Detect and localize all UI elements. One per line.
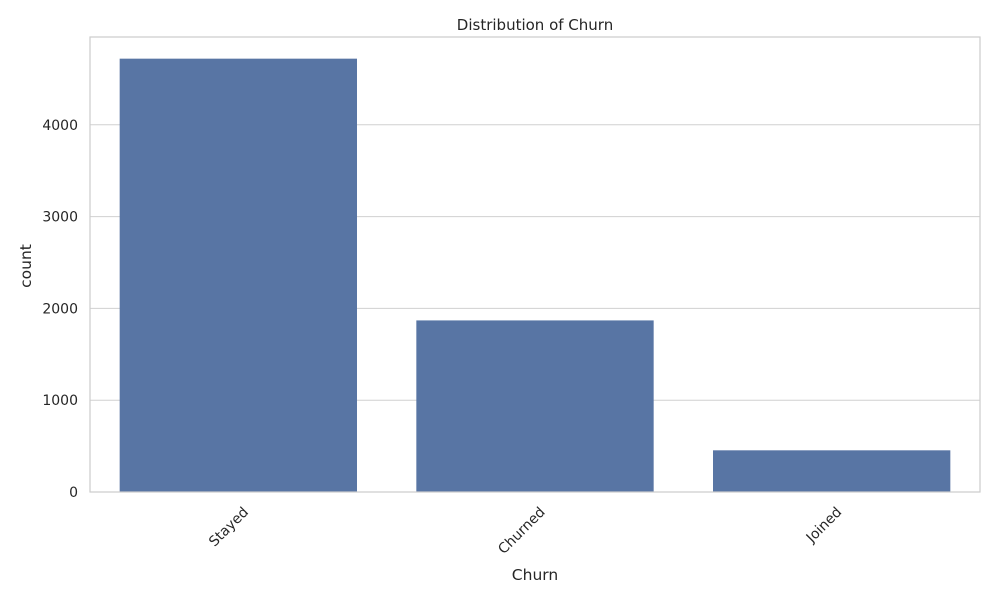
bar-churned — [416, 320, 654, 492]
x-tick-label-joined: Joined — [803, 504, 845, 546]
y-tick-labels: 0 1000 2000 3000 4000 — [42, 118, 78, 501]
y-tick-label: 0 — [69, 485, 78, 501]
y-tick-label: 4000 — [42, 118, 78, 134]
bar-stayed — [119, 58, 358, 493]
x-axis-label: Churn — [512, 566, 558, 584]
y-tick-label: 1000 — [42, 393, 78, 409]
chart-title: Distribution of Churn — [457, 16, 613, 34]
x-tick-labels: Stayed Churned Joined — [206, 504, 845, 557]
x-tick-label-churned: Churned — [495, 504, 548, 557]
plot-frame — [89, 36, 981, 493]
bar-joined — [713, 450, 951, 492]
y-axis-label: count — [17, 244, 35, 288]
y-tick-label: 3000 — [42, 210, 78, 226]
bars — [119, 58, 951, 493]
x-tick-label-stayed: Stayed — [206, 504, 252, 550]
y-tick-label: 2000 — [42, 301, 78, 317]
